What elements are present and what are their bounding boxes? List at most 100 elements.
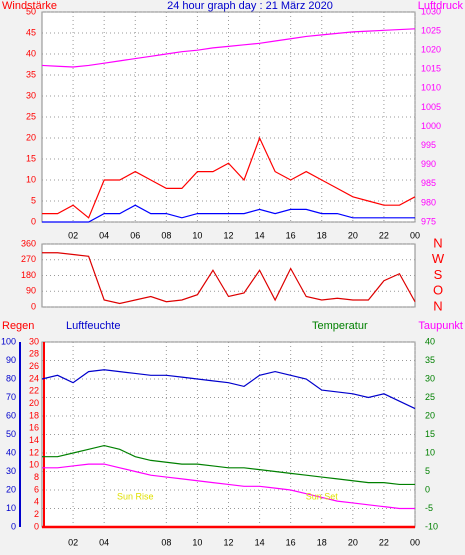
x-tick-label: 04 [99,537,109,547]
rain-tick-label: 28 [29,349,39,359]
series-line [42,463,415,510]
x-tick-label: 16 [286,537,296,547]
y-tick-label: 30 [6,466,16,476]
annotation: Sun Set [306,491,339,501]
y2-tick-label: S [434,267,443,282]
y-tick-label: 10 [6,503,16,513]
y2-tick-label: -5 [425,503,433,513]
rain-tick-label: 20 [29,398,39,408]
y2-tick-label: 40 [425,336,435,346]
series-label: Luftfeuchte [66,320,120,332]
x-tick-label: 12 [223,230,233,240]
y2-tick-label: N [433,298,442,313]
y2-tick-label: W [432,251,445,266]
y-tick-label: 180 [21,270,36,280]
y2-tick-label: 990 [421,159,436,169]
y2-tick-label: N [433,235,442,250]
y-tick-label: 50 [6,429,16,439]
y2-tick-label: 20 [425,410,435,420]
y-tick-label: 90 [6,355,16,365]
rain-tick-label: 22 [29,386,39,396]
y-tick-label: 50 [26,6,36,16]
series-line [41,369,416,410]
rain-tick-label: 6 [34,484,39,494]
x-tick-label: 00 [410,537,420,547]
y2-tick-label: 980 [421,197,436,207]
x-tick-label: 10 [192,230,202,240]
x-tick-label: 14 [255,537,265,547]
y2-tick-label: O [433,283,443,298]
rain-tick-label: 0 [34,521,39,531]
y-tick-label: 20 [26,132,36,142]
y2-tick-label: 5 [425,466,430,476]
y-tick-label: 60 [6,410,16,420]
y-tick-label: 30 [26,90,36,100]
rain-tick-label: 24 [29,373,39,383]
y2-tick-label: 35 [425,355,435,365]
rain-tick-label: 2 [34,509,39,519]
y-tick-label: 0 [31,216,36,226]
y2-tick-label: 1025 [421,25,441,35]
x-tick-label: 12 [223,537,233,547]
plot-area [41,243,416,308]
y2-tick-label: 1015 [421,64,441,74]
y2-tick-label: 1030 [421,6,441,16]
x-tick-label: 20 [348,230,358,240]
x-tick-label: 10 [192,537,202,547]
series-line [42,136,416,219]
y2-tick-label: 985 [421,178,436,188]
series-label: Windstärke [2,0,57,12]
y-tick-label: 80 [6,373,16,383]
y2-tick-label: 25 [425,392,435,402]
y2-tick-label: -10 [425,521,438,531]
chart-title: 24 hour graph day : 21 März 2020 [167,0,333,12]
y2-tick-label: 30 [425,373,435,383]
annotation: Sun Rise [117,491,154,501]
y-tick-label: 40 [6,447,16,457]
x-tick-label: 04 [99,230,109,240]
series-line [42,252,416,305]
x-tick-label: 18 [317,230,327,240]
x-tick-label: 08 [161,537,171,547]
series-line [42,444,415,486]
x-tick-label: 02 [68,537,78,547]
rain-tick-label: 10 [29,460,39,470]
y-tick-label: 100 [1,336,16,346]
x-tick-label: 16 [286,230,296,240]
series-label: Luftdruck [418,0,464,12]
y2-tick-label: 10 [425,447,435,457]
rain-tick-label: 16 [29,423,39,433]
rain-tick-label: 26 [29,361,39,371]
y-tick-label: 270 [21,254,36,264]
rain-tick-label: 18 [29,410,39,420]
x-tick-label: 20 [348,537,358,547]
x-tick-label: 14 [255,230,265,240]
rain-tick-label: 12 [29,447,39,457]
y2-tick-label: 1010 [421,83,441,93]
y2-tick-label: 1000 [421,121,441,131]
y-tick-label: 5 [31,195,36,205]
series-line [41,28,416,68]
x-tick-label: 22 [379,537,389,547]
y-tick-label: 15 [26,153,36,163]
y-tick-label: 90 [26,286,36,296]
y-tick-label: 10 [26,174,36,184]
x-tick-label: 22 [379,230,389,240]
y2-tick-label: 15 [425,429,435,439]
series-label: Regen [2,320,34,332]
y2-tick-label: 975 [421,216,436,226]
y2-tick-label: 0 [425,484,430,494]
rain-tick-label: 14 [29,435,39,445]
y-tick-label: 40 [26,48,36,58]
x-tick-label: 18 [317,537,327,547]
y-tick-label: 35 [26,69,36,79]
y-tick-label: 20 [6,484,16,494]
y2-tick-label: 1020 [421,45,441,55]
y-tick-label: 360 [21,238,36,248]
rain-tick-label: 30 [29,336,39,346]
y-tick-label: 25 [26,111,36,121]
x-tick-label: 08 [161,230,171,240]
y-tick-label: 45 [26,27,36,37]
y-tick-label: 0 [31,301,36,311]
